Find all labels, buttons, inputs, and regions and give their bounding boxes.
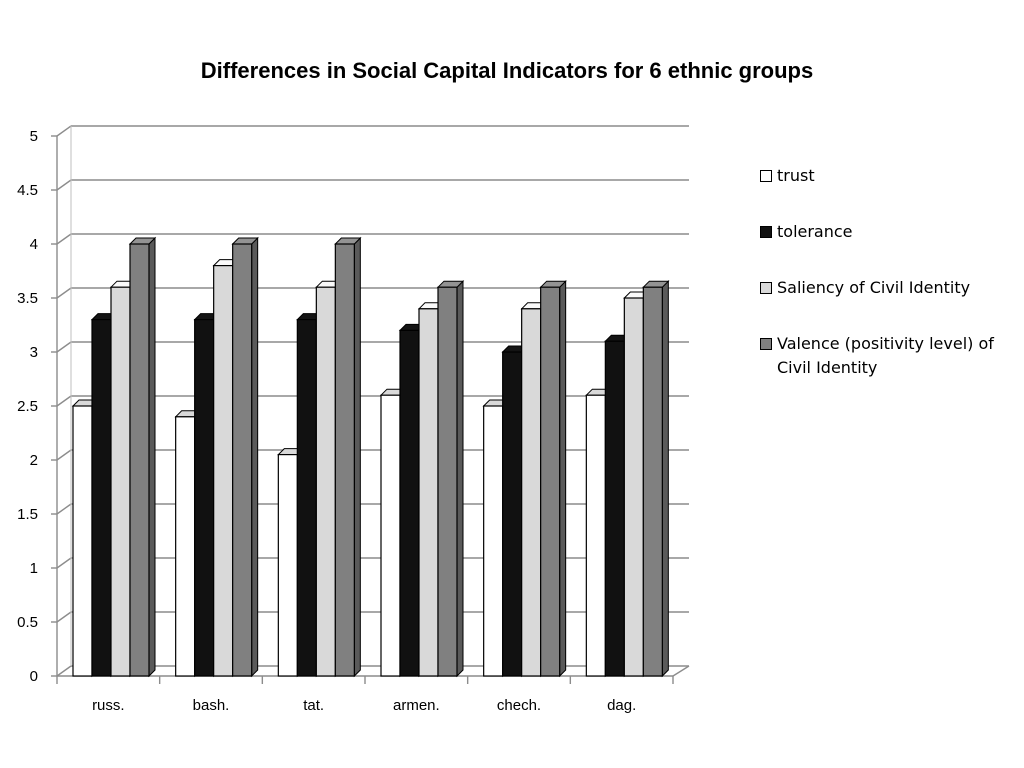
gridline-side (56, 557, 72, 569)
bar-side (148, 236, 156, 678)
bar-front (296, 319, 317, 677)
gridline-side (56, 611, 72, 623)
bar-front (540, 286, 561, 677)
bar-front (129, 243, 150, 677)
bar-front (380, 394, 401, 677)
bar-front (72, 405, 93, 677)
bar-front (437, 286, 458, 677)
bar-side (456, 279, 464, 678)
bar-front (418, 308, 439, 677)
bar (539, 279, 567, 678)
bar-front (277, 454, 298, 677)
y-tick-label: 1 (30, 560, 38, 577)
x-tick-label: bash. (193, 697, 230, 714)
legend-label: tolerance (777, 222, 853, 241)
y-tick-label: 0 (30, 668, 38, 685)
legend-item: trust (760, 164, 1010, 188)
bar-front (521, 308, 542, 677)
bar-side (251, 236, 259, 678)
bar-front (642, 286, 663, 677)
bar (334, 236, 362, 678)
bar-front (91, 319, 112, 677)
bar (642, 279, 670, 678)
bar-side (661, 279, 669, 678)
bar (231, 236, 259, 678)
bar-front (623, 297, 644, 677)
gridline-side (56, 233, 72, 245)
chart-title: Differences in Social Capital Indicators… (200, 58, 814, 83)
legend-label: trust (777, 166, 815, 185)
x-tick-label: tat. (303, 697, 324, 714)
y-tick-label: 3.5 (17, 290, 38, 307)
bar-front (110, 286, 131, 677)
y-tick-label: 4 (30, 236, 38, 253)
bar-front (334, 243, 355, 677)
gridline-side (56, 341, 72, 353)
legend-swatch (760, 338, 772, 350)
legend-label: Saliency of Civil Identity (777, 278, 971, 297)
gridline-side (56, 287, 72, 299)
bar (128, 236, 157, 678)
gridline-side (56, 179, 72, 191)
y-tick-label: 5 (30, 128, 38, 145)
legend-swatch (760, 282, 772, 294)
bar-front (399, 329, 420, 677)
bar-front (213, 265, 234, 677)
bar-front (585, 394, 606, 677)
x-tick-label: chech. (497, 697, 541, 714)
legend-swatch (760, 226, 772, 238)
legend-item: tolerance (760, 220, 1010, 244)
legend-swatch (760, 170, 772, 182)
gridline-side (56, 395, 72, 407)
x-tick-label: armen. (393, 697, 440, 714)
bar (436, 279, 465, 678)
bar-side (353, 236, 361, 678)
bar-side (559, 279, 567, 678)
y-tick-label: 1.5 (17, 506, 38, 523)
bar-front (232, 243, 253, 677)
y-tick-label: 3 (30, 344, 38, 361)
gridline-side (56, 665, 72, 677)
bar-front (483, 405, 504, 677)
y-tick-label: 2.5 (17, 398, 38, 415)
bar-front (502, 351, 523, 677)
legend-label: Valence (positivity level) of Civil Iden… (777, 334, 994, 377)
bar-front (194, 319, 215, 677)
chart-legend: trust tolerance Saliency of Civil Identity… (760, 164, 1010, 412)
x-tick-label: russ. (92, 697, 125, 714)
gridline-side (56, 125, 72, 137)
y-tick-label: 2 (30, 452, 38, 469)
bars (71, 236, 670, 678)
gridline-side (56, 449, 72, 461)
y-tick-label: 4.5 (17, 182, 38, 199)
x-tick-label: dag. (607, 697, 636, 714)
bar-front (604, 340, 625, 677)
bar-front (315, 286, 336, 677)
floor-right-edge (672, 665, 690, 677)
legend-item: Valence (positivity level) of Civil Iden… (760, 332, 1010, 380)
bar-front (175, 416, 196, 677)
gridline-side (56, 503, 72, 515)
legend-item: Saliency of Civil Identity (760, 276, 1010, 300)
y-tick-label: 0.5 (17, 614, 38, 631)
